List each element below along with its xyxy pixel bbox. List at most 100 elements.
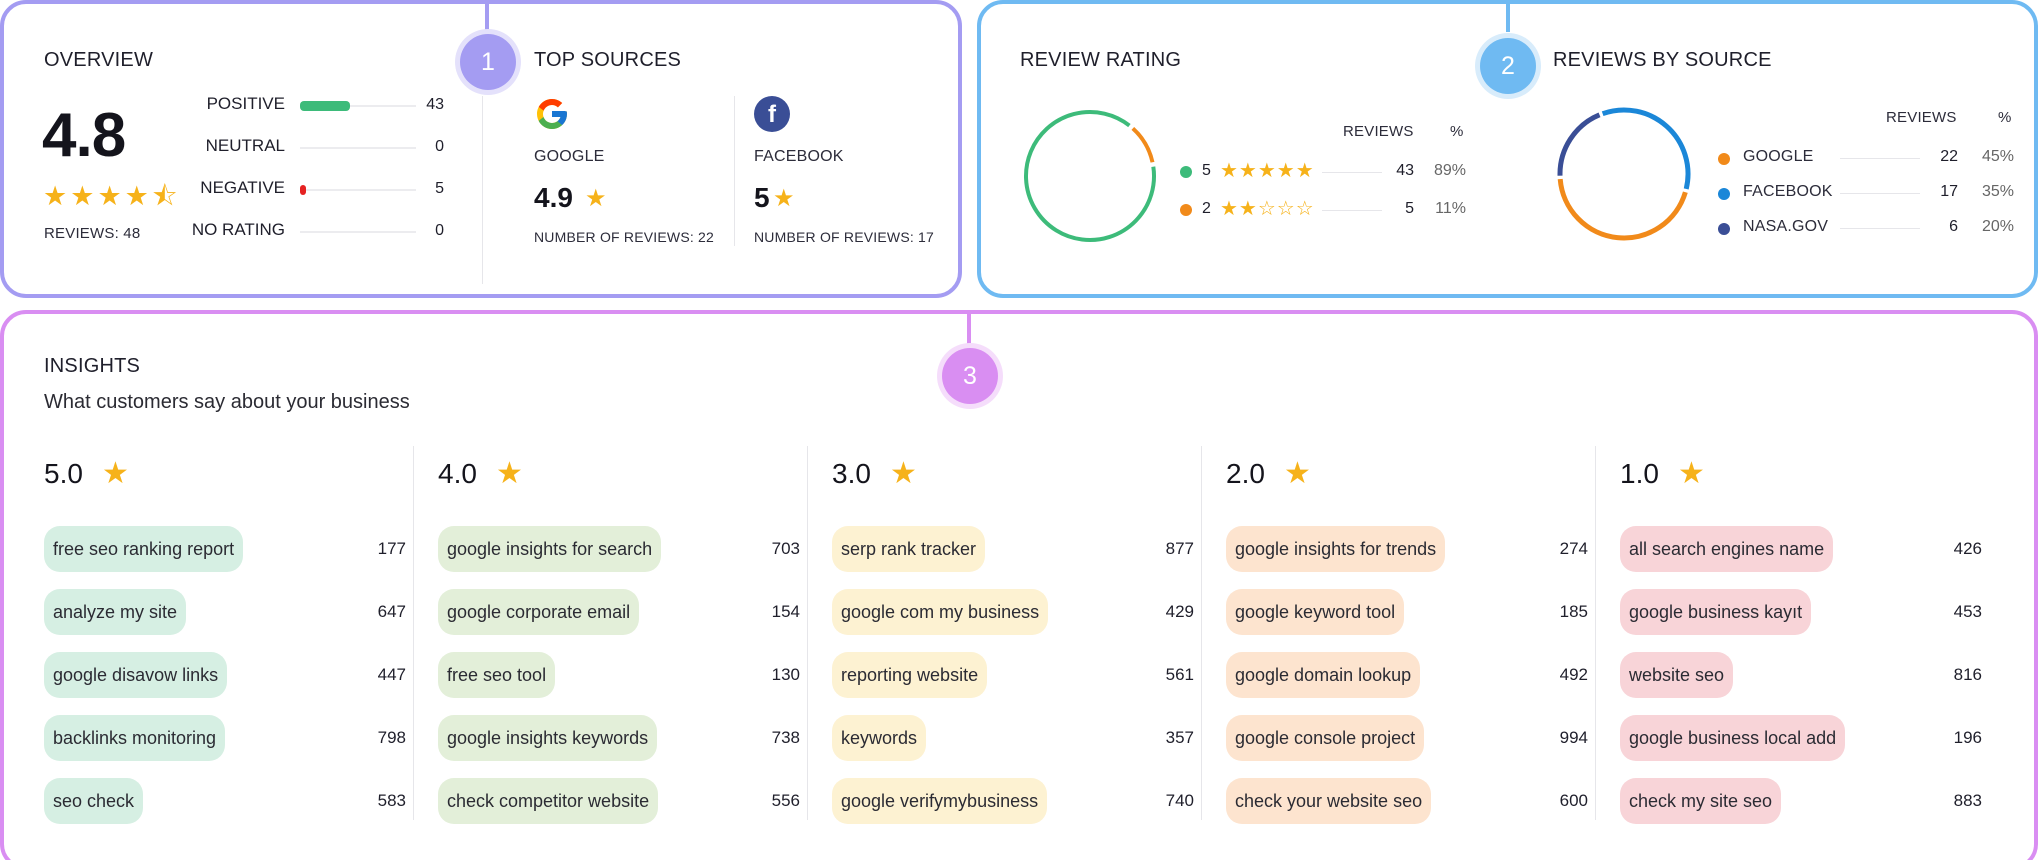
keyword-count: 647	[377, 602, 406, 621]
source-count: 17	[1940, 183, 1958, 200]
keyword-count: 994	[1559, 728, 1588, 747]
rating-dot	[1180, 204, 1192, 216]
keyword-count: 556	[771, 791, 800, 810]
sentiment-bar-track	[300, 147, 416, 149]
rating-col-pct: %	[1450, 123, 1464, 140]
donut-segment	[1557, 112, 1601, 176]
keyword-chip[interactable]: google com my business	[832, 589, 1049, 635]
top-sources-title: TOP SOURCES	[534, 49, 682, 71]
keyword-chip[interactable]: free seo ranking report	[44, 526, 244, 572]
donut-segment	[1601, 107, 1691, 190]
google-source-name: GOOGLE	[534, 148, 605, 165]
insight-column-divider	[1595, 446, 1596, 820]
keyword-chip[interactable]: google business kayıt	[1620, 589, 1812, 635]
rating-dot	[1180, 166, 1192, 178]
source-col-reviews: REVIEWS	[1886, 109, 1957, 126]
rating-pct: 89%	[1433, 162, 1466, 179]
source-name: FACEBOOK	[1743, 183, 1833, 200]
source-dot	[1718, 188, 1730, 200]
insight-column-divider	[1201, 446, 1202, 820]
keyword-count: 130	[771, 665, 800, 684]
google-star-icon: ★	[585, 185, 607, 212]
keyword-chip[interactable]: reporting website	[832, 652, 988, 698]
keyword-chip[interactable]: backlinks monitoring	[44, 715, 226, 761]
insight-column-rating: 4.0	[438, 458, 477, 489]
rating-stars-value: 2	[1202, 200, 1211, 217]
keyword-chip[interactable]: check competitor website	[438, 778, 659, 824]
keyword-chip[interactable]: google insights for trends	[1226, 526, 1446, 572]
keyword-count: 877	[1165, 539, 1194, 558]
facebook-reviews-count: NUMBER OF REVIEWS: 17	[754, 229, 935, 245]
insight-column-rating: 1.0	[1620, 458, 1659, 489]
keyword-count: 583	[377, 791, 406, 810]
keyword-chip[interactable]: google console project	[1226, 715, 1425, 761]
keyword-chip[interactable]: google corporate email	[438, 589, 640, 635]
keyword-count: 703	[771, 539, 800, 558]
keyword-chip[interactable]: website seo	[1620, 652, 1734, 698]
star-icon: ★	[70, 181, 95, 211]
keyword-count: 196	[1953, 728, 1982, 747]
facebook-source-name: FACEBOOK	[754, 148, 844, 165]
source-donut-chart	[1557, 107, 1691, 241]
insight-column-divider	[807, 446, 808, 820]
keyword-count: 177	[377, 539, 406, 558]
star-icon: ★	[1678, 457, 1705, 490]
keyword-count: 274	[1559, 539, 1588, 558]
star-icon: ★	[124, 181, 149, 211]
sentiment-label: POSITIVE	[206, 94, 285, 113]
keyword-chip[interactable]: google domain lookup	[1226, 652, 1421, 698]
overview-title: OVERVIEW	[44, 49, 154, 71]
keyword-chip[interactable]: seo check	[44, 778, 144, 824]
insight-column-rating: 2.0	[1226, 458, 1265, 489]
keyword-chip[interactable]: google insights keywords	[438, 715, 658, 761]
badge-1: 1	[460, 34, 516, 90]
keyword-count: 738	[771, 728, 800, 747]
donut-segment	[1557, 178, 1688, 241]
keyword-chip[interactable]: free seo tool	[438, 652, 556, 698]
sentiment-bar-track	[300, 231, 416, 233]
insights-subtitle: What customers say about your business	[44, 391, 410, 413]
keyword-chip[interactable]: check your website seo	[1226, 778, 1432, 824]
keyword-count: 453	[1953, 602, 1982, 621]
keyword-chip[interactable]: google verifymybusiness	[832, 778, 1048, 824]
keyword-chip[interactable]: google keyword tool	[1226, 589, 1405, 635]
source-name: GOOGLE	[1743, 148, 1814, 165]
keyword-chip[interactable]: keywords	[832, 715, 927, 761]
rating-pct: 11%	[1435, 200, 1466, 217]
insights-title: INSIGHTS	[44, 355, 141, 377]
keyword-chip[interactable]: serp rank tracker	[832, 526, 986, 572]
source-count: 22	[1940, 148, 1958, 165]
star-icon: ★	[1284, 457, 1311, 490]
keyword-count: 798	[377, 728, 406, 747]
keyword-chip[interactable]: google insights for search	[438, 526, 662, 572]
panel2-connector	[1506, 0, 1510, 32]
source-name: NASA.GOV	[1743, 218, 1829, 235]
reviews-by-source-title: REVIEWS BY SOURCE	[1553, 49, 1772, 71]
keyword-count: 883	[1953, 791, 1982, 810]
keyword-chip[interactable]: google disavow links	[44, 652, 228, 698]
google-reviews-count: NUMBER OF REVIEWS: 22	[534, 229, 715, 245]
source-row-line	[1840, 193, 1920, 194]
sentiment-count: 0	[435, 222, 444, 239]
facebook-logo-icon: f	[754, 96, 790, 132]
source-dot	[1718, 223, 1730, 235]
keyword-chip[interactable]: all search engines name	[1620, 526, 1834, 572]
keyword-count: 740	[1165, 791, 1194, 810]
panel1-divider	[482, 96, 483, 284]
keyword-chip[interactable]: check my site seo	[1620, 778, 1782, 824]
sentiment-count: 43	[426, 96, 444, 113]
sentiment-count: 5	[435, 180, 444, 197]
keyword-chip[interactable]: analyze my site	[44, 589, 187, 635]
sources-divider	[734, 96, 735, 246]
sentiment-count: 0	[435, 138, 444, 155]
rating-col-reviews: REVIEWS	[1343, 123, 1414, 140]
source-count: 6	[1949, 218, 1958, 235]
facebook-star-icon: ★	[773, 185, 795, 212]
review-rating-title: REVIEW RATING	[1020, 49, 1182, 71]
facebook-source-rating: 5	[754, 182, 770, 213]
sentiment-bar-fill	[300, 101, 350, 111]
keyword-chip[interactable]: google business local add	[1620, 715, 1846, 761]
star-icon: ★	[496, 457, 523, 490]
insight-column-divider	[413, 446, 414, 820]
keyword-count: 816	[1953, 665, 1982, 684]
